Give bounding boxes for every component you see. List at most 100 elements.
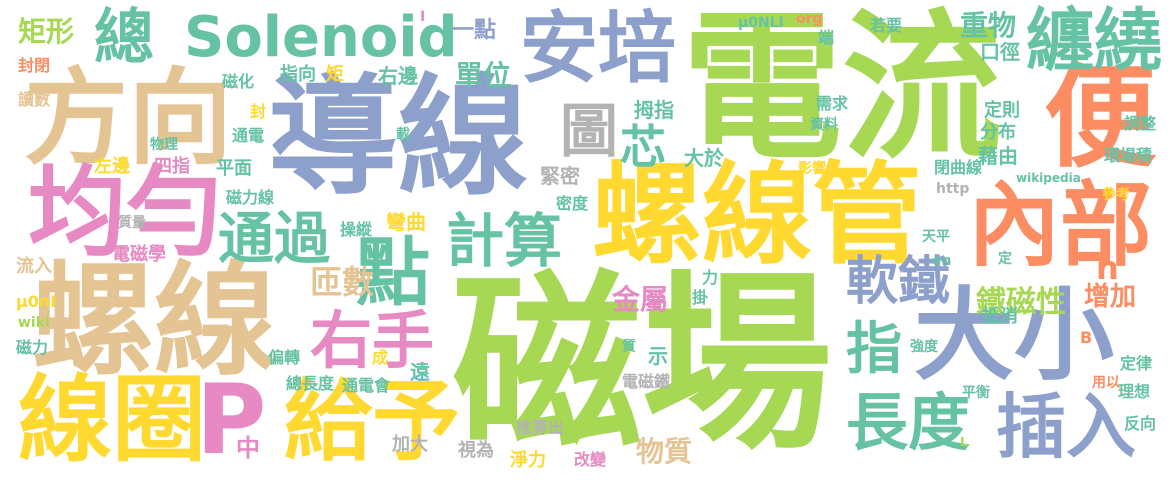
word: 四指 [154, 156, 190, 177]
word: 便 [1044, 53, 1156, 183]
word: 通過 [218, 207, 330, 272]
word: http [936, 181, 970, 197]
word: 增加 [1084, 282, 1137, 312]
word: n [1096, 249, 1119, 287]
word: 安培 [520, 4, 677, 94]
word: 磁化 [222, 72, 255, 91]
word: 定律 [1120, 354, 1153, 373]
word: 強度 [910, 339, 938, 355]
word: 大小 [914, 277, 1114, 394]
word: 螺線管 [592, 151, 922, 279]
word: 右邊 [378, 64, 418, 88]
word: en [932, 253, 952, 269]
word: 電磁學 [112, 244, 166, 265]
word: 電磁鐵 [622, 372, 671, 391]
word: 需求 [816, 94, 849, 113]
word: 理想 [1118, 382, 1151, 401]
word: 矩 [326, 64, 344, 85]
word: 封閉 [18, 56, 51, 75]
word: 金屬 [612, 283, 669, 316]
word: 圖 [560, 97, 619, 165]
word: 拇指 [634, 98, 674, 122]
word: 中 [236, 434, 260, 462]
word: 軟鐵 [846, 252, 951, 312]
word: 一點 [452, 18, 497, 43]
word: 推算出 [516, 418, 565, 437]
word: 矩形 [18, 15, 75, 48]
word: 平衡 [962, 385, 990, 401]
word: 封 [250, 102, 267, 121]
word: 方向 [24, 57, 233, 179]
word: μ0NLI [738, 15, 784, 31]
word: 端 [818, 28, 835, 47]
word: 左邊 [94, 156, 130, 177]
word: 口徑 [980, 40, 1020, 64]
word: 纏繞 [1026, 2, 1163, 81]
word: 內部 [968, 172, 1153, 279]
word: 示 [648, 344, 668, 368]
word: 指向 [280, 64, 316, 85]
word: 定 [998, 251, 1012, 267]
word: 密度 [556, 194, 589, 213]
word: 載 [396, 127, 410, 143]
word: 重物 [960, 9, 1017, 42]
word: 力 [702, 268, 719, 287]
word: 加大 [392, 434, 428, 455]
word: 若要 [870, 16, 903, 35]
word: 右手 [310, 304, 435, 377]
word: P [196, 364, 267, 476]
word: 磁場 [452, 254, 833, 475]
word: 分布 [980, 122, 1016, 143]
word: 磁力 [16, 338, 49, 357]
word: org [796, 11, 823, 27]
word: 大於 [684, 146, 724, 170]
word: 抵消 [982, 306, 1018, 327]
word: 質量 [118, 215, 146, 231]
word: 掛 [692, 288, 709, 307]
word: 閉曲線 [934, 158, 983, 177]
word: μ0nI [16, 292, 57, 311]
word: I [420, 9, 426, 25]
word: 藉由 [978, 144, 1018, 168]
word: 流入 [16, 256, 52, 277]
word: 遠 [410, 360, 430, 384]
word: 用以 [1092, 375, 1120, 391]
word: 成 [372, 348, 389, 367]
word: 改變 [574, 450, 607, 469]
word: 物理 [150, 137, 178, 153]
word: 計算 [446, 207, 563, 275]
word: wikipedia [1016, 171, 1081, 185]
word: 緊密 [540, 164, 580, 188]
word: 插入 [996, 386, 1136, 468]
word: 偏轉 [268, 348, 301, 367]
word: 長度 [846, 386, 971, 459]
word: 彎曲 [386, 210, 426, 234]
word: 點 [356, 230, 430, 316]
word: 平面 [216, 158, 252, 179]
word: 天平 [922, 229, 950, 245]
word: 通電會 [342, 376, 391, 395]
word: 視為 [458, 440, 494, 461]
word: 螺線 [32, 250, 276, 392]
word: 操縱 [340, 220, 373, 239]
word: 總長度 [286, 374, 335, 393]
word: 總 [94, 3, 154, 73]
word: Solenoid [184, 5, 458, 70]
word: L [960, 435, 968, 449]
word: 淨力 [510, 450, 546, 471]
word: 通電 [232, 126, 265, 145]
word: 調整 [1124, 114, 1157, 133]
word: 質 [622, 339, 636, 355]
word: 反向 [1124, 414, 1157, 433]
word: 磁力線 [226, 188, 275, 207]
word: 參考 [1102, 187, 1130, 203]
word: 給予 [284, 370, 461, 473]
word: 影響 [798, 161, 826, 177]
word: 匝數 [310, 263, 375, 301]
word: 芯 [620, 120, 666, 174]
word: 資料 [810, 117, 838, 133]
word: 單位 [455, 59, 512, 92]
word: 均勻 [28, 156, 225, 270]
word: 導線 [268, 61, 529, 213]
